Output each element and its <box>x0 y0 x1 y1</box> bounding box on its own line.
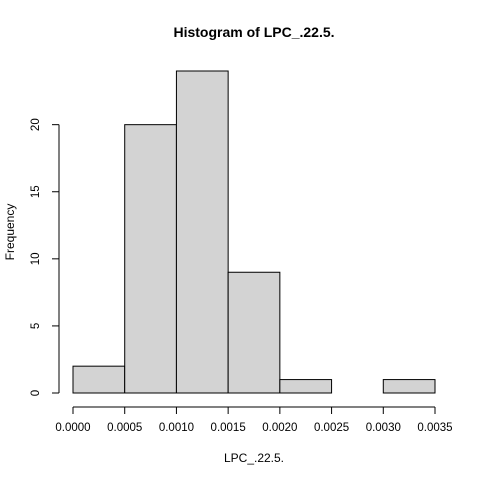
x-tick-label-7: 0.0035 <box>417 422 452 434</box>
y-tick-label-2: 10 <box>30 252 42 265</box>
bars-group <box>72 70 436 394</box>
histogram-bar-3 <box>227 271 281 394</box>
histogram-bar-0 <box>72 365 126 394</box>
y-axis-label: Frequency <box>3 204 17 261</box>
y-tick-label-0: 0 <box>30 390 42 396</box>
y-tick-label-1: 5 <box>30 323 42 329</box>
y-tick-label-4: 20 <box>30 118 42 131</box>
histogram-bar-6 <box>382 379 436 394</box>
histogram-bar-4 <box>279 379 333 394</box>
x-tick-label-3: 0.0015 <box>211 422 246 434</box>
x-tick-label-2: 0.0010 <box>159 422 194 434</box>
histogram-bar-2 <box>175 70 229 394</box>
x-tick-label-1: 0.0005 <box>107 422 142 434</box>
x-tick-label-5: 0.0025 <box>314 422 349 434</box>
chart-title: Histogram of LPC_.22.5. <box>173 24 334 40</box>
y-tick-label-3: 15 <box>30 185 42 198</box>
y-axis: 0 5 10 15 20 <box>30 118 60 396</box>
histogram-bar-1 <box>124 124 177 394</box>
x-axis: 0.0000 0.0005 0.0010 0.0015 0.0020 0.0025 0.00… <box>55 406 453 434</box>
x-tick-label-4: 0.0020 <box>262 422 297 434</box>
x-axis-label: LPC_.22.5. <box>224 451 284 465</box>
x-tick-label-0: 0.0000 <box>55 422 90 434</box>
x-tick-label-6: 0.0030 <box>366 422 401 434</box>
